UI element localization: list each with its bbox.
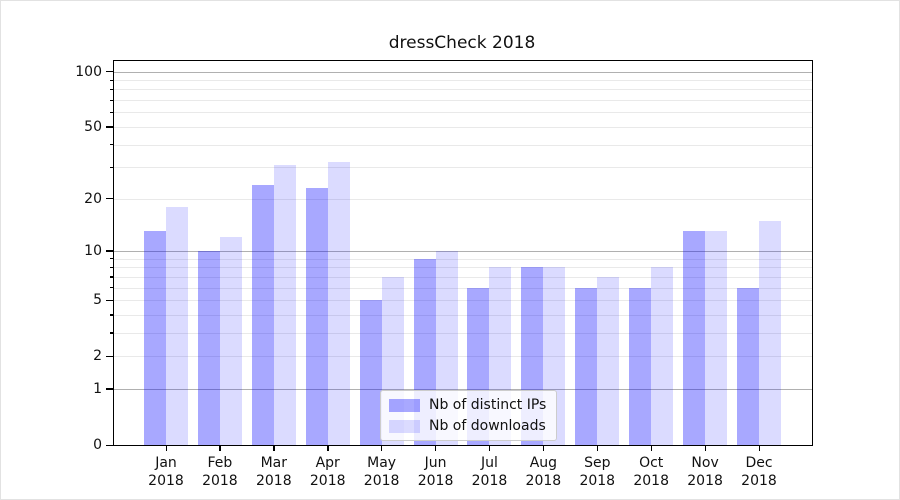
bar-distinct-ips [359,300,382,445]
chart-title: dressCheck 2018 [388,33,536,53]
y-tick-mark-minor [110,332,114,334]
legend-label-distinct-ips: Nb of distinct IPs [429,397,547,413]
x-tick-mark [327,445,329,451]
y-tick-label: 50 [84,118,102,135]
y-tick-mark-minor [110,111,114,114]
minor-gridline [114,267,812,269]
x-tick-label-mar: Mar 2018 [255,455,292,489]
bar-downloads [327,162,350,445]
bar-distinct-ips [575,287,598,445]
minor-gridline [114,80,812,82]
bar-downloads [651,267,674,445]
y-tick-mark-minor [110,79,114,81]
legend-label-downloads: Nb of downloads [429,418,546,434]
x-tick-mark [488,445,491,451]
minor-gridline [114,287,812,289]
plot-area: 0 1 2 5 10 20 50 100 Jan 2018 Feb 2018 Mar 2018 Apr… [75,60,813,489]
x-tick-mark [165,445,167,451]
x-tick-mark [273,445,275,451]
minor-gridline [114,276,812,278]
major-gridline [114,250,812,252]
minor-gridline [114,300,812,302]
minor-gridline [114,198,812,200]
y-tick-mark-minor [110,266,114,269]
bar-distinct-ips [683,231,706,445]
x-tick-label-nov: Nov 2018 [687,455,723,489]
y-tick-mark [106,198,114,200]
minor-gridline [114,144,812,146]
x-tick-mark [596,445,599,451]
y-tick-mark [106,444,114,446]
bar-downloads [759,220,781,445]
bar-downloads [597,276,620,445]
x-tick-mark [381,445,383,451]
minor-gridline [114,167,812,169]
x-tick-label-feb: Feb 2018 [202,455,238,489]
y-tick-mark-minor [110,258,114,260]
minor-gridline [114,356,812,358]
bar-distinct-ips [737,287,759,445]
x-tick-label-may: May 2018 [363,455,400,489]
y-tick-mark-minor [110,88,114,91]
major-gridline [114,71,812,73]
x-tick-mark [704,445,706,451]
x-tick-mark [758,445,760,451]
x-tick-label-jun: Jun 2018 [417,455,454,489]
bar-downloads [705,231,728,445]
x-tick-label-oct: Oct 2018 [633,455,669,489]
y-tick-mark-minor [110,314,114,316]
x-tick-mark [435,445,437,451]
y-tick-mark [106,299,114,301]
bar-downloads [166,206,188,445]
y-tick-mark [106,388,114,390]
y-tick-label: 1 [93,380,102,397]
y-tick-mark-minor [110,166,114,168]
y-tick-label: 100 [75,63,102,80]
legend: Nb of distinct IPs Nb of downloads [380,390,558,441]
x-tick-label-apr: Apr 2018 [309,455,346,489]
bar-distinct-ips [144,231,166,445]
bar-downloads [219,237,242,445]
y-tick-mark [106,250,114,252]
minor-gridline [114,314,812,316]
minor-gridline [114,258,812,260]
y-tick-label: 20 [84,190,102,207]
major-gridline [114,388,812,390]
bar-distinct-ips [629,287,652,445]
y-tick-mark [106,71,114,73]
y-tick-label: 0 [93,437,102,453]
y-tick-mark-minor [110,144,114,146]
y-tick-label: 10 [84,242,102,259]
bar-distinct-ips [197,250,220,445]
x-tick-mark [650,445,652,451]
bar-distinct-ips [305,187,328,445]
minor-gridline [114,112,812,114]
minor-gridline [114,126,812,128]
x-tick-mark [219,445,221,451]
x-tick-label-jan: Jan 2018 [148,455,184,489]
legend-row: Nb of downloads [389,418,546,434]
legend-row: Nb of distinct IPs [389,397,546,413]
minor-gridline [114,100,812,102]
x-tick-label-aug: Aug 2018 [525,455,562,489]
legend-swatch-distinct-ips [389,398,420,412]
minor-gridline [114,332,812,334]
bar-downloads [273,164,296,445]
x-tick-mark [542,445,545,451]
y-tick-mark-minor [110,276,114,278]
x-tick-label-sep: Sep 2018 [579,455,616,489]
y-tick-mark-minor [110,99,114,101]
y-tick-label: 2 [93,348,102,365]
x-tick-label-jul: Jul 2018 [471,455,508,489]
bar-distinct-ips [251,184,274,445]
y-tick-label: 5 [93,292,102,309]
x-tick-label-dec: Dec 2018 [741,455,777,489]
y-tick-mark [106,126,114,128]
y-tick-mark [106,355,114,357]
minor-gridline [114,89,812,91]
y-tick-mark-minor [110,287,114,289]
legend-swatch-downloads [389,419,420,433]
